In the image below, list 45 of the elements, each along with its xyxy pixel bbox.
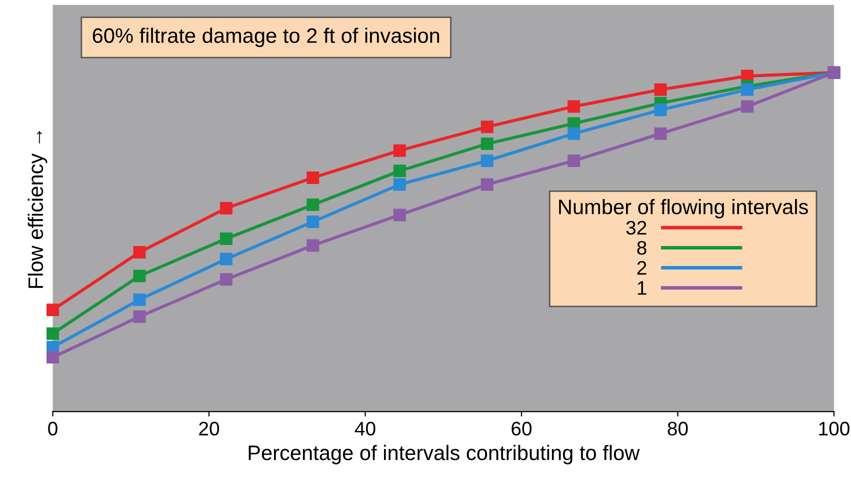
- point: [480, 154, 494, 167]
- point: [480, 138, 494, 150]
- point: [306, 198, 320, 212]
- point: [654, 104, 667, 116]
- point: [220, 232, 232, 245]
- point: [393, 208, 406, 222]
- legend-label: 1: [638, 281, 646, 295]
- point: [133, 293, 146, 306]
- x-tick-label: 60: [512, 422, 532, 436]
- x-tick-label: 0: [48, 422, 58, 436]
- point: [220, 252, 232, 266]
- legend-label: 32: [626, 220, 646, 235]
- legend-title: Number of flowing intervals: [559, 199, 808, 218]
- point: [393, 164, 406, 178]
- point: [133, 246, 146, 258]
- point: [480, 120, 494, 134]
- point: [46, 351, 60, 364]
- point: [46, 327, 60, 340]
- point: [220, 202, 232, 214]
- point: [741, 83, 754, 96]
- point: [741, 100, 754, 113]
- x-tick-label: 20: [199, 422, 220, 436]
- point: [46, 304, 60, 316]
- y-axis-title: Flow efficiency →: [28, 131, 48, 288]
- point: [133, 310, 146, 323]
- point: [568, 154, 580, 167]
- x-tick-label: 40: [354, 422, 376, 436]
- x-axis-title: Percentage of intervals contributing to flow: [248, 444, 640, 464]
- point: [568, 127, 580, 140]
- point: [306, 171, 320, 184]
- point: [393, 178, 406, 191]
- point: [568, 100, 580, 113]
- point: [306, 215, 320, 228]
- legend-label: 2: [637, 261, 646, 275]
- point: [133, 270, 146, 282]
- point: [654, 127, 667, 140]
- point: [480, 178, 494, 191]
- x-tick-label: 100: [819, 422, 850, 436]
- text: 60% filtrate damage to 2 ft of invasion: [92, 28, 440, 48]
- legend-label: 8: [637, 240, 646, 255]
- x-tick-label: 80: [668, 422, 688, 436]
- point: [393, 144, 406, 157]
- point: [654, 83, 667, 96]
- point: [220, 273, 232, 286]
- point: [306, 239, 320, 252]
